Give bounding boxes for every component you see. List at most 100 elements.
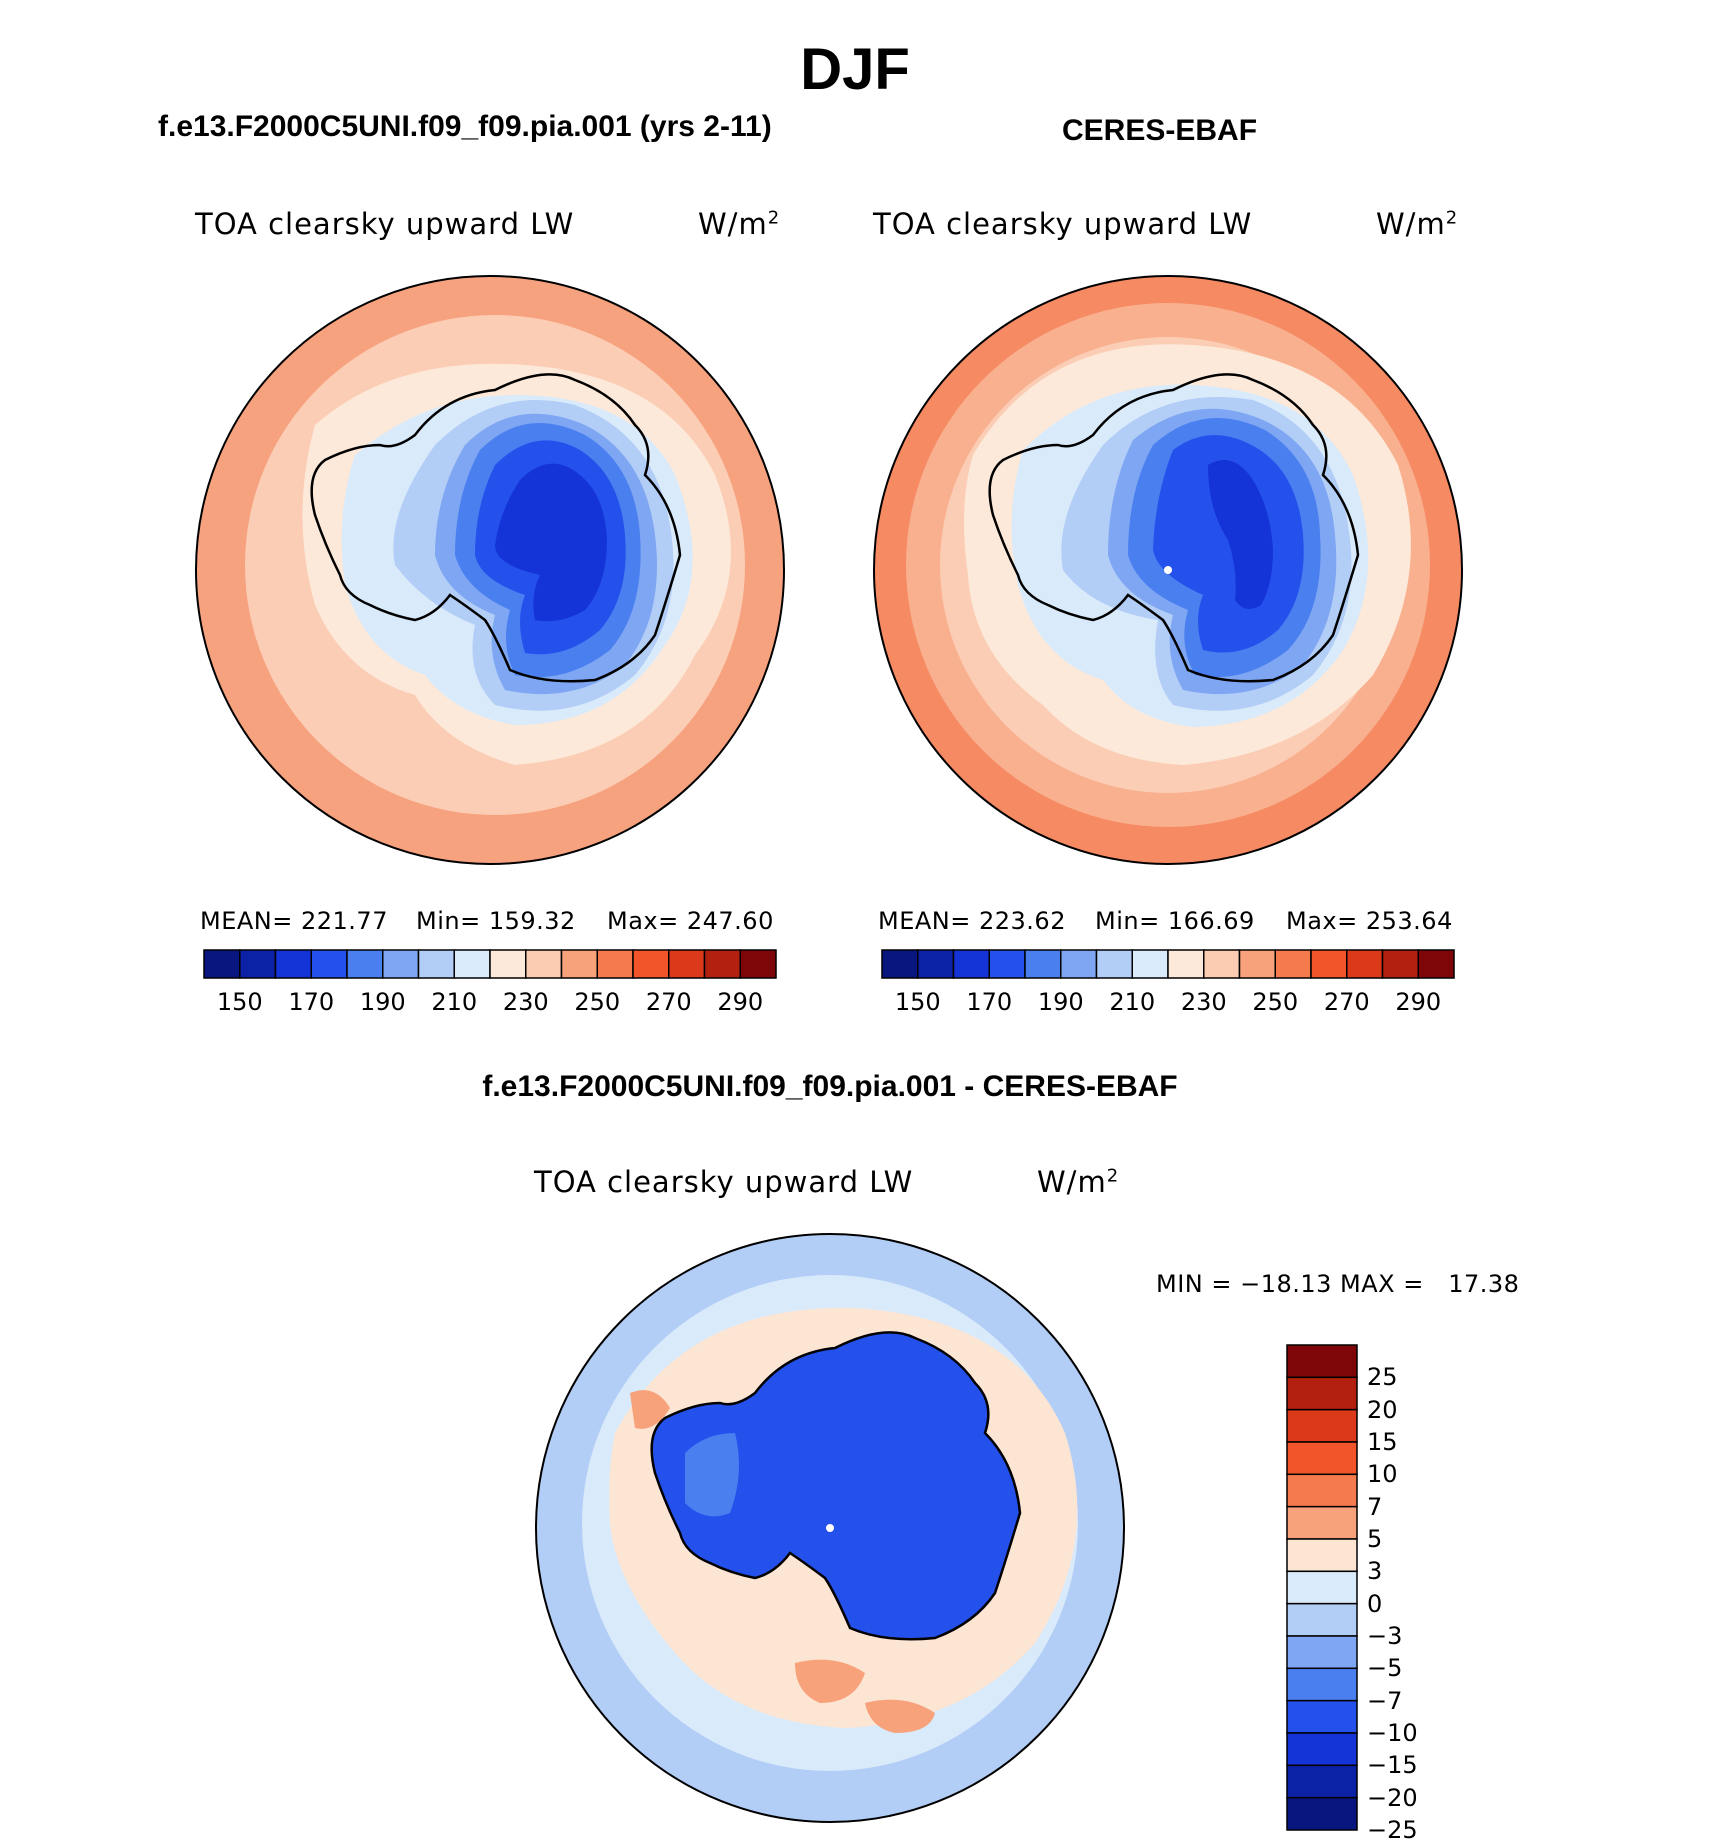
colorbar-tick-label: 230 (1180, 988, 1227, 1016)
colorbar-swatch (525, 949, 563, 979)
map-diff-land-edge (685, 1433, 739, 1517)
colorbar-swatch (1286, 1732, 1358, 1767)
colorbar-tick-label: −15 (1367, 1751, 1418, 1780)
map-plateau-3 (1153, 435, 1304, 653)
model-variable-label: TOA clearsky upward LW (195, 207, 575, 241)
colorbar-tick-label: −25 (1367, 1816, 1418, 1844)
colorbar-swatch (1286, 1764, 1358, 1799)
map-boundary (195, 275, 785, 865)
map-boundary (535, 1233, 1125, 1823)
colorbar-tick-label: −20 (1367, 1783, 1418, 1812)
colorbar-tick-label: 270 (1323, 988, 1370, 1016)
map-coastline (988, 373, 1360, 683)
model-min-stat: Min= 159.32 (416, 907, 576, 935)
colorbar-swatch (632, 949, 670, 979)
map-diff-warm-3 (630, 1390, 670, 1429)
obs-polar-map (873, 275, 1463, 865)
colorbar-swatch (988, 949, 1026, 979)
model-polar-map (195, 275, 785, 865)
colorbar-tick-label: 10 (1367, 1460, 1398, 1489)
map-diff-warm-1 (795, 1659, 865, 1703)
colorbar-swatch (1286, 1408, 1358, 1443)
map-diff-land (651, 1332, 1020, 1640)
model-colorbar (203, 949, 777, 979)
figure-title: DJF (800, 37, 910, 102)
colorbar-tick-label: 15 (1367, 1428, 1398, 1456)
map-diff-warm-2 (865, 1699, 935, 1733)
model-colorbar-ticks: 150 170 190 210 230 250 270 290 (204, 988, 776, 1018)
map-coastline (650, 1331, 1022, 1641)
colorbar-tick-label: 250 (574, 988, 621, 1016)
colorbar-swatch (1286, 1635, 1358, 1670)
map-pole-marker (826, 1524, 834, 1532)
model-case-title: f.e13.F2000C5UNI.f09_f09.pia.001 (yrs 2-… (158, 110, 772, 143)
diff-units-label: W/m2 (1037, 1165, 1120, 1199)
diff-colorbar-ticks: 25 20 15 10 7 5 3 0 −3 −5 −7 −10 −15 −20 −25 (1367, 1345, 1487, 1844)
colorbar-swatch (417, 949, 455, 979)
colorbar-swatch (952, 949, 990, 979)
obs-variable-label: TOA clearsky upward LW (873, 207, 1253, 241)
colorbar-tick-label: 20 (1367, 1395, 1398, 1424)
obs-colorbar (881, 949, 1455, 979)
colorbar-tick-label: 250 (1252, 988, 1299, 1016)
colorbar-swatch (1286, 1376, 1358, 1411)
obs-units-label: W/m2 (1376, 207, 1459, 241)
colorbar-tick-label: 25 (1367, 1363, 1398, 1392)
colorbar-swatch (668, 949, 706, 979)
obs-mean-stat: MEAN= 223.62 (878, 907, 1066, 935)
colorbar-tick-label: 190 (359, 988, 406, 1016)
colorbar-swatch (1167, 949, 1205, 979)
colorbar-tick-label: −5 (1367, 1654, 1403, 1683)
colorbar-tick-label: 270 (645, 988, 692, 1016)
colorbar-swatch (1203, 949, 1241, 979)
model-mean-stat: MEAN= 221.77 (200, 907, 388, 935)
obs-case-title: CERES-EBAF (1062, 114, 1258, 147)
colorbar-swatch (310, 949, 348, 979)
colorbar-swatch (1381, 949, 1419, 979)
colorbar-tick-label: −3 (1367, 1622, 1403, 1650)
colorbar-swatch (1238, 949, 1276, 979)
colorbar-swatch (346, 949, 384, 979)
colorbar-swatch (1286, 1505, 1358, 1540)
colorbar-tick-label: 210 (431, 988, 478, 1016)
model-max-stat: Max= 247.60 (607, 907, 774, 935)
colorbar-swatch (203, 949, 241, 979)
colorbar-swatch (1286, 1796, 1358, 1831)
colorbar-tick-label: 210 (1109, 988, 1156, 1016)
colorbar-swatch (239, 949, 277, 979)
diff-colorbar (1286, 1344, 1358, 1831)
colorbar-swatch (1286, 1699, 1358, 1734)
colorbar-tick-label: 150 (894, 988, 941, 1016)
colorbar-swatch (1095, 949, 1133, 979)
colorbar-swatch (1310, 949, 1348, 979)
colorbar-swatch (560, 949, 598, 979)
colorbar-tick-label: 170 (966, 988, 1013, 1016)
obs-colorbar-ticks: 150 170 190 210 230 250 270 290 (882, 988, 1454, 1018)
diff-variable-label: TOA clearsky upward LW (534, 1165, 914, 1199)
colorbar-swatch (1060, 949, 1098, 979)
diff-minmax-label: MIN = −18.13 MAX = 17.38 (1156, 1270, 1520, 1298)
colorbar-tick-label: 0 (1367, 1589, 1383, 1618)
colorbar-tick-label: −7 (1367, 1686, 1403, 1715)
colorbar-swatch (1286, 1602, 1358, 1637)
model-units-label: W/m2 (698, 207, 781, 241)
colorbar-tick-label: 150 (216, 988, 263, 1016)
colorbar-swatch (1131, 949, 1169, 979)
map-plateau-4 (1208, 460, 1273, 609)
map-plateau-4 (495, 463, 607, 622)
diff-case-title: f.e13.F2000C5UNI.f09_f09.pia.001 - CERES… (482, 1070, 1178, 1103)
map-coastline (310, 373, 682, 683)
colorbar-swatch (1286, 1667, 1358, 1702)
colorbar-swatch (881, 949, 919, 979)
colorbar-swatch (917, 949, 955, 979)
colorbar-tick-label: 290 (1395, 988, 1442, 1016)
colorbar-tick-label: 230 (502, 988, 549, 1016)
colorbar-swatch (489, 949, 527, 979)
colorbar-swatch (1286, 1344, 1358, 1379)
colorbar-tick-label: 5 (1367, 1525, 1383, 1553)
colorbar-swatch (1346, 949, 1384, 979)
colorbar-swatch (1286, 1538, 1358, 1573)
obs-max-stat: Max= 253.64 (1286, 907, 1453, 935)
colorbar-tick-label: 190 (1037, 988, 1084, 1016)
colorbar-swatch (453, 949, 491, 979)
